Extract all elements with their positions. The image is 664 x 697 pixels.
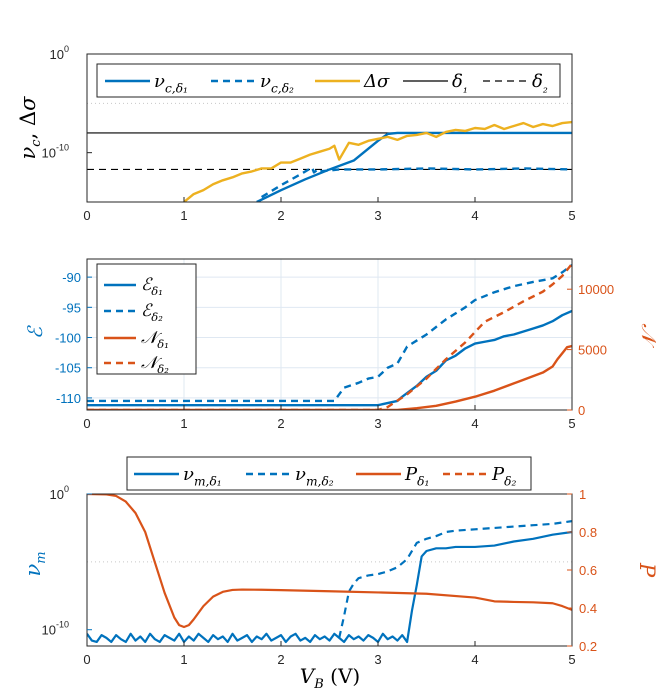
y-axis-label: νc, Δσ [16,96,44,160]
y-right-tick-label: 0 [578,403,585,418]
y-tick-label: -95 [62,300,81,315]
legend-label-P_δ2: Pδ₂ [491,464,516,488]
y-right-tick-label: 0.8 [579,525,597,540]
x-tick-label: 5 [568,416,575,431]
legend-box [96,263,197,375]
series-line-ν_{m,δ1} [87,530,572,644]
y-tick-label: -100 [55,331,81,346]
x-tick-label: 4 [471,652,478,667]
x-tick-label: 3 [374,416,381,431]
plot-area [87,494,572,644]
x-tick-label: 5 [568,652,575,667]
y-right-tick-label: 5000 [578,343,607,358]
y-axis-label: ℰ [23,325,47,339]
y-axis-label: νm [21,551,49,576]
axes-box [86,258,573,411]
x-tick-label: 1 [180,652,187,667]
x-tick-label: 0 [83,652,90,667]
x-tick-label: 5 [568,208,575,223]
legend: νc,δ₁ νc,δ₂ Δσ δ₁ δ₂ [96,63,561,98]
series-line-Δσ [183,120,572,202]
y-right-tick-label: 0.4 [579,601,597,616]
x-tick-label: 3 [374,208,381,223]
series-line-ν_{m,δ2} [338,520,572,639]
x-tick-label: 1 [180,416,187,431]
x-tick-label: 2 [277,208,284,223]
series-line-P_δ1 [87,494,572,629]
legend-box [126,456,532,491]
series-line-ℰ_δ2 [87,264,572,403]
x-tick-label: 2 [277,416,284,431]
legend: νm,δ₁ νm,δ₂ Pδ₁ Pδ₂ [126,456,532,491]
x-tick-label: 0 [83,416,90,431]
plot-area [87,120,572,202]
plot-area [87,263,572,410]
x-tick-label: 0 [83,208,90,223]
y-right-tick-label: 1 [579,487,586,502]
series-line-ℰ_δ1 [87,309,572,407]
x-tick-label: 1 [180,208,187,223]
series-line-𝒩_δ1 [87,344,572,410]
x-axis-label: VB (V) [300,664,360,692]
y-right-tick-label: 0.2 [579,639,597,654]
y-tick-label: -110 [56,391,81,406]
axes-box [86,53,573,203]
x-tick-label: 2 [277,652,284,667]
x-tick-label: 4 [471,416,478,431]
y-right-tick-label: 0.6 [579,563,597,578]
series-line-𝒩_δ2 [87,263,572,410]
series-line-ν_{c,δ1} [256,131,572,202]
y-right-tick-label: 10000 [578,282,614,297]
y-tick-label: -105 [55,361,81,376]
y-tick-label: -90 [62,270,81,285]
legend-label-Δσ: Δσ [363,71,390,92]
x-tick-label: 3 [374,652,381,667]
y-right-axis-label: P [635,562,659,578]
series-line-ν_{c,δ2} [260,166,572,199]
x-tick-label: 4 [471,208,478,223]
